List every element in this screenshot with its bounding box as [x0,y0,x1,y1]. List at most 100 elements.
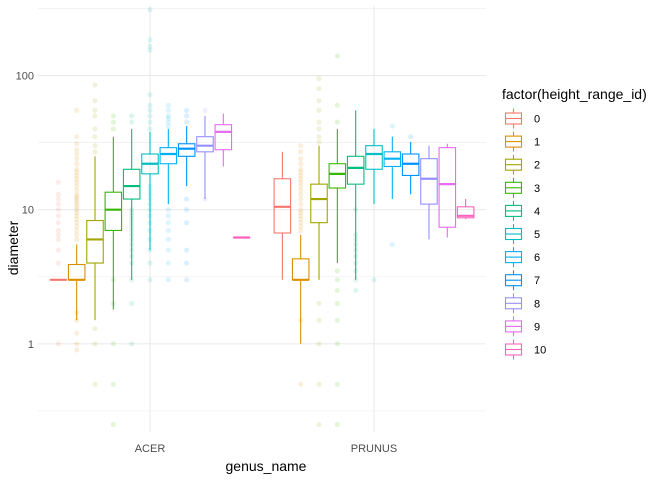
x-tick-label-prunus: PRUNUS [351,443,397,455]
box-iqr [159,147,178,165]
outlier-point [74,341,80,347]
outlier-point [110,341,116,347]
box-iqr [328,163,347,189]
box-prunus-5 [365,128,383,283]
box-prunus-3 [328,53,347,428]
outlier-point [74,191,80,197]
outlier-point [55,201,61,207]
outlier-point [334,341,340,347]
outlier-point [74,216,80,222]
outlier-point [110,381,116,387]
outlier-point [298,187,304,193]
outlier-point [55,232,61,238]
outlier-point [147,92,153,98]
outlier-point [74,194,80,200]
legend-key-10: 10 [502,338,546,361]
outlier-point [408,134,414,140]
outlier-point [165,207,171,213]
box-prunus-6 [383,123,402,248]
outlier-point [184,207,190,213]
outlier-point [389,123,395,129]
outlier-point [55,191,61,197]
outlier-point [298,191,304,197]
box-prunus-8 [420,145,438,240]
outlier-point [74,347,80,353]
outlier-point [298,176,304,182]
box-prunus-7 [401,134,420,195]
box-acer-5 [141,7,159,283]
outlier-point [55,227,61,234]
outlier-point [298,210,304,216]
box-acer-3 [104,113,123,428]
outlier-point [298,207,304,213]
outlier-point [55,207,61,213]
legend-key-4: 4 [502,199,540,223]
outlier-point [316,126,322,132]
legend-key-7: 7 [502,268,540,292]
outlier-point [184,107,190,113]
box-prunus-10 [456,199,475,220]
box-iqr [420,158,438,205]
box-prunus-0 [273,151,292,280]
outlier-point [55,341,61,347]
outlier-point [165,107,171,113]
outlier-point [74,198,80,205]
outlier-point [110,126,116,132]
outlier-point [74,172,80,179]
outlier-point [165,113,171,119]
outlier-point [74,207,80,213]
outlier-point [334,119,340,125]
outlier-point [316,119,322,125]
legend-label-10: 10 [534,345,546,357]
outlier-point [74,141,80,147]
outlier-point [92,325,98,332]
y-tick-label: 1 [28,339,34,351]
outlier-point [316,381,322,387]
outlier-point [74,220,80,226]
legend-label-3: 3 [534,183,540,195]
outlier-point [74,210,80,216]
legend-key-9: 9 [502,314,540,338]
box-acer-9 [214,113,233,167]
outlier-point [334,300,340,307]
outlier-point [147,107,153,113]
x-tick-label-acer: ACER [135,443,166,455]
legend-label-6: 6 [534,252,540,264]
outlier-point [92,98,98,104]
outlier-point [74,176,80,182]
outlier-point [74,213,80,219]
box-acer-0 [49,179,68,347]
box-acer-1 [67,107,86,353]
outlier-point [184,260,190,266]
outlier-point [147,102,153,108]
outlier-point [316,341,322,347]
legend-label-4: 4 [534,206,540,218]
box-iqr [86,219,104,264]
outlier-point [316,98,322,104]
outlier-point [92,82,98,88]
outlier-point [298,169,304,175]
outlier-point [334,268,340,274]
outlier-point [129,119,135,125]
outlier-point [147,43,153,49]
outlier-point [92,113,98,119]
outlier-point [74,227,80,234]
outlier-point [316,421,322,428]
outlier-point [129,300,135,307]
axes: 1 10 100 ACER PRUNUS [16,71,398,455]
plot-marks [49,7,475,428]
outlier-point [165,115,171,121]
outlier-point [165,102,171,108]
outlier-point [298,381,304,387]
outlier-point [298,223,304,230]
y-tick-label: 10 [22,205,34,217]
legend-title: factor(height_range_id) [502,86,647,102]
outlier-point [165,236,171,243]
outlier-point [298,227,304,234]
outlier-point [147,260,153,266]
y-tick-label: 100 [16,71,34,83]
box-iqr [67,263,86,281]
box-acer-8 [196,107,214,202]
outlier-point [92,341,98,347]
outlier-point [371,277,377,283]
